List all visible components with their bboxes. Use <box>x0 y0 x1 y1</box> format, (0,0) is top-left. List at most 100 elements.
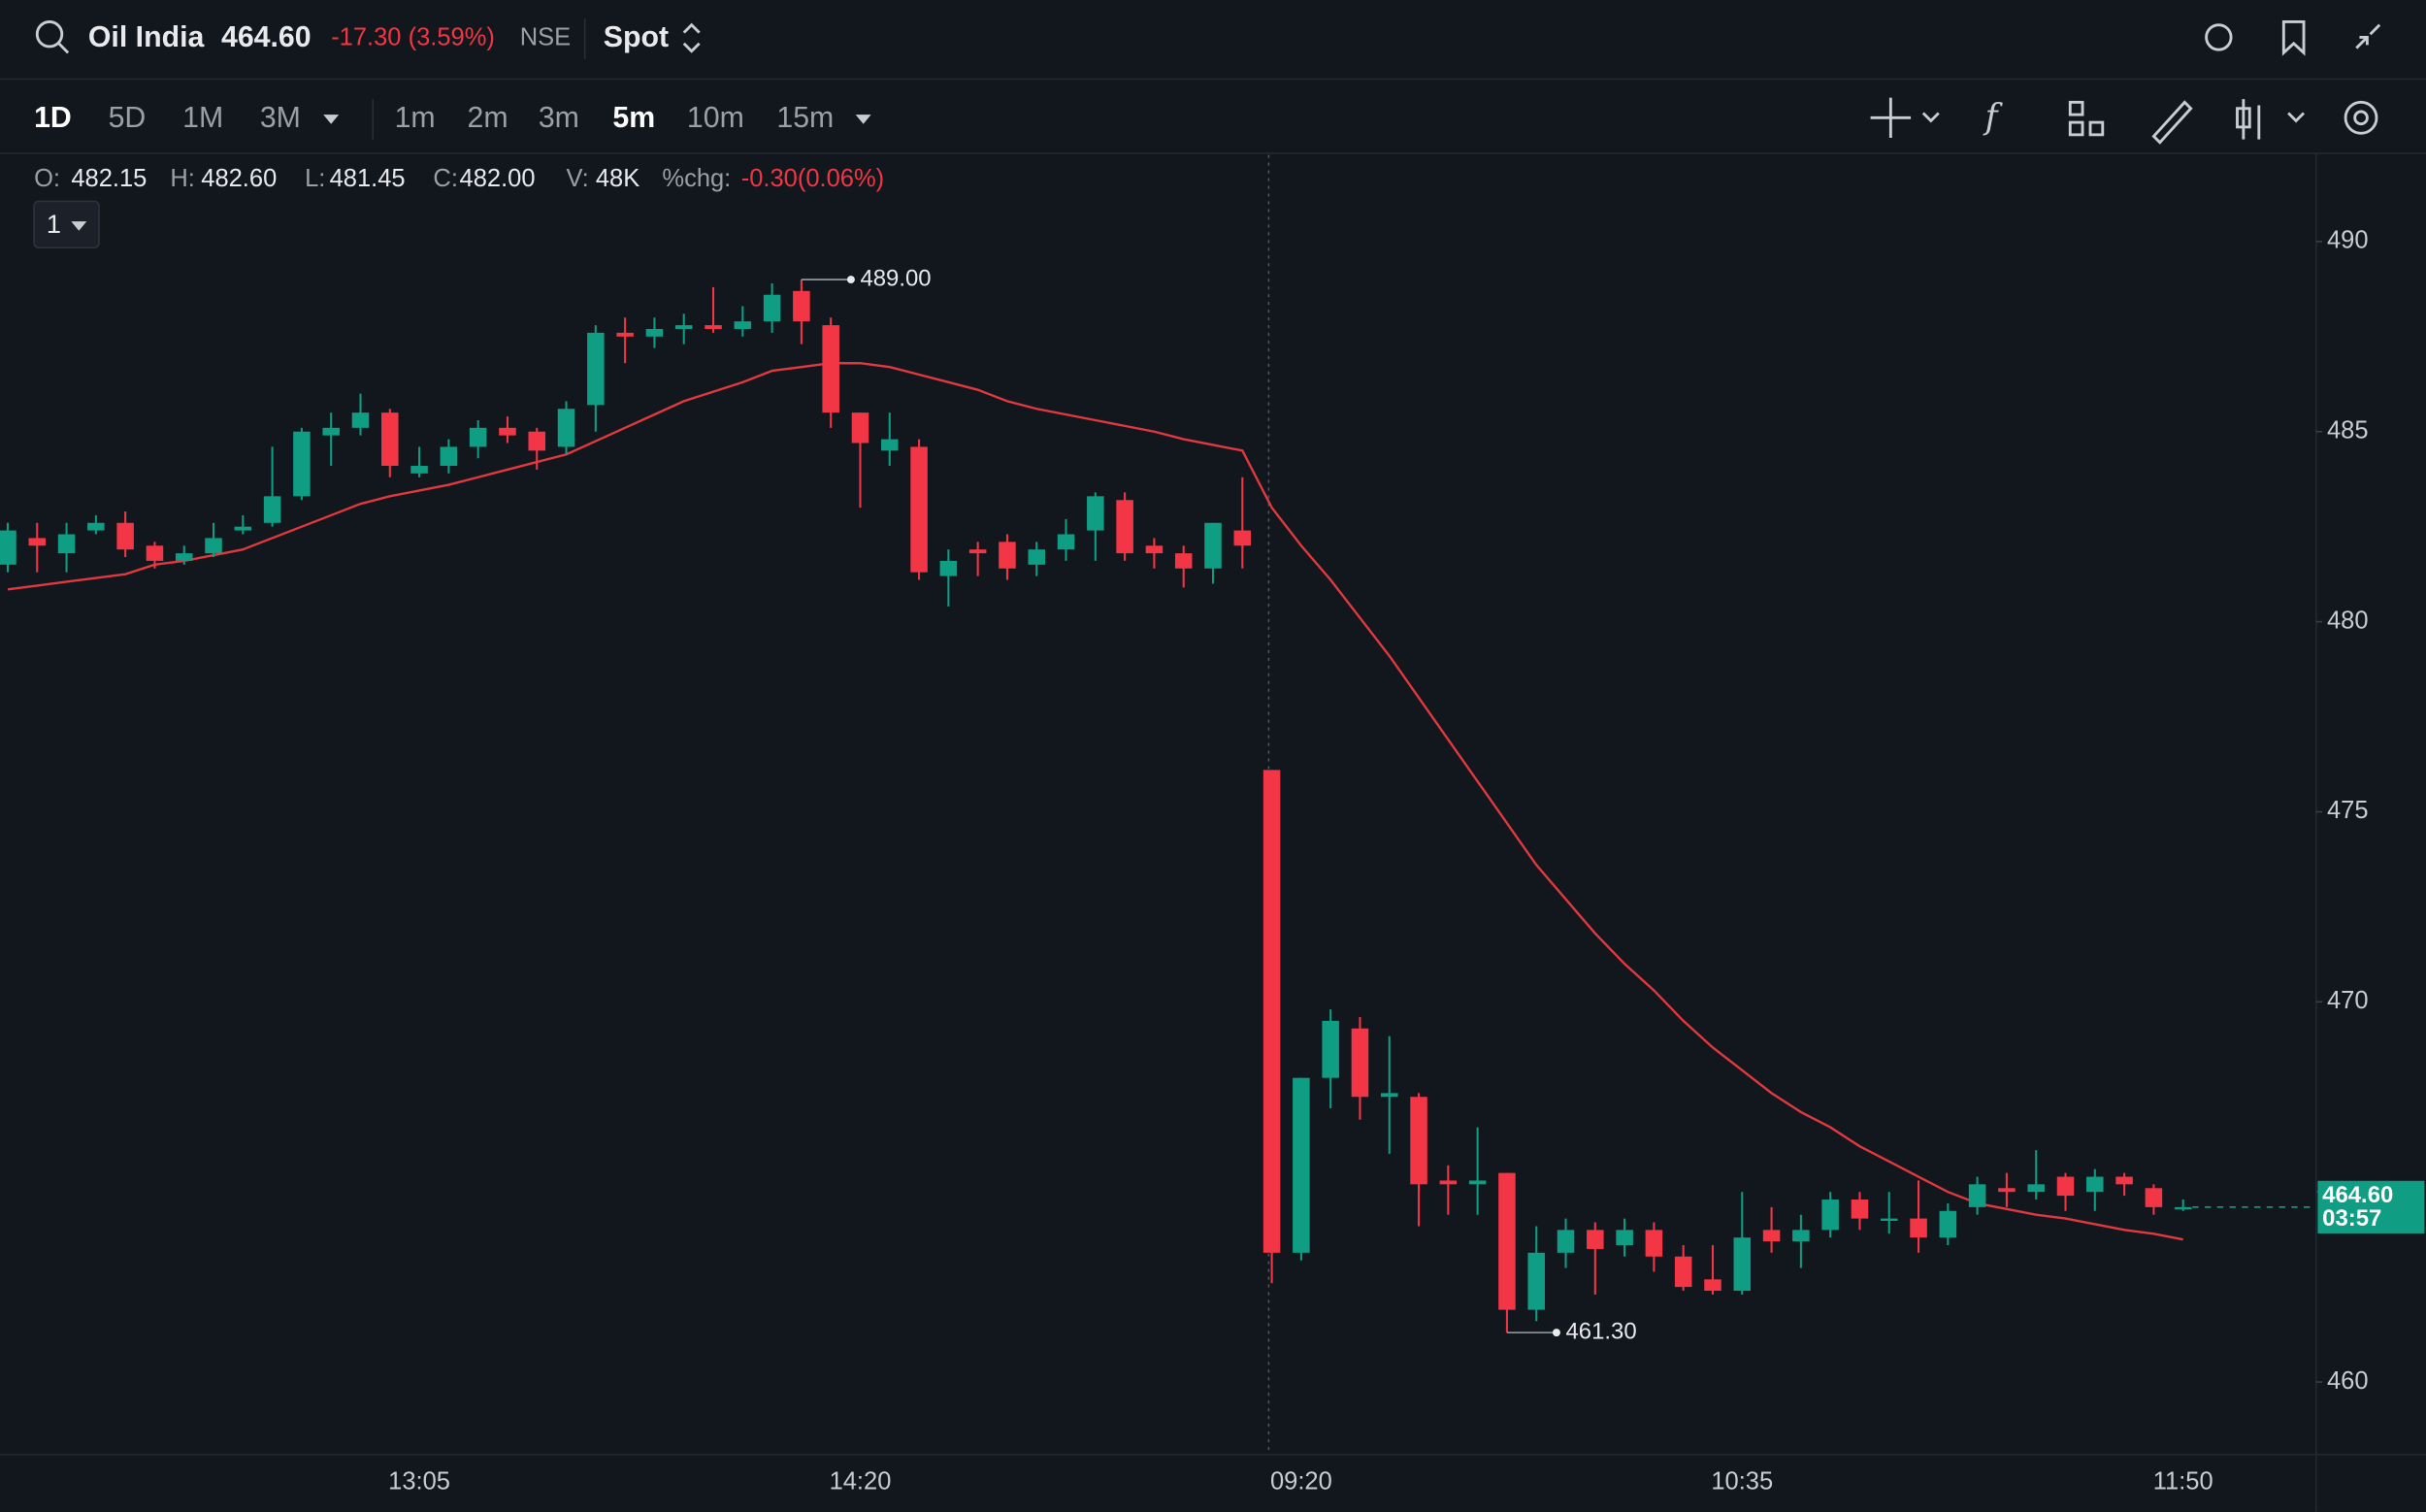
candle-body <box>1380 1093 1398 1098</box>
bookmark-icon[interactable] <box>2281 20 2306 56</box>
candle-body <box>381 412 399 467</box>
candle-body <box>0 530 16 565</box>
candle-body <box>293 431 311 497</box>
caret[interactable] <box>1921 112 1940 123</box>
candle-body <box>1293 1077 1310 1253</box>
candle-body <box>2086 1176 2104 1193</box>
candle-body <box>1910 1218 1927 1238</box>
x-tick-label: 11:50 <box>2153 1467 2213 1495</box>
moving-average-line <box>7 362 2183 1241</box>
layout-icon <box>2068 120 2084 137</box>
y-tick-label: 460 <box>2327 1367 2369 1395</box>
legend-value: 482.00 <box>460 165 536 192</box>
candle-body <box>2056 1176 2075 1197</box>
collapse-icon[interactable] <box>2355 23 2381 49</box>
candle-body <box>793 290 810 322</box>
plot: 460 470 475 480 485 490 13:05 14:20 09:20 10:35 11… <box>0 227 2369 1495</box>
search-icon[interactable] <box>35 20 64 49</box>
candle-body <box>1733 1237 1752 1292</box>
candle-body <box>1792 1230 1810 1242</box>
candle-body <box>616 332 634 337</box>
candle-body <box>1116 500 1133 554</box>
candle-body <box>499 427 516 436</box>
candle-body <box>1233 530 1252 546</box>
candle-body <box>1939 1210 1957 1238</box>
candle-body <box>1498 1172 1516 1310</box>
candle-body <box>968 549 987 554</box>
legend-key: O: <box>34 165 60 192</box>
range-button[interactable]: 5D <box>109 102 147 134</box>
caret[interactable] <box>323 115 340 124</box>
chart-type-icon[interactable] <box>2242 99 2261 140</box>
legend-key: V: <box>567 165 589 192</box>
candle-body <box>1087 496 1104 531</box>
candle-body <box>1439 1180 1458 1185</box>
settings-icon[interactable] <box>2344 100 2378 135</box>
candle-body <box>28 538 47 546</box>
candle-body <box>822 325 839 413</box>
interval-button[interactable]: 10m <box>687 102 744 134</box>
candle-body <box>263 496 281 523</box>
y-tick-label: 485 <box>2327 416 2369 444</box>
x-tick-label: 10:35 <box>1711 1467 1773 1495</box>
candle-body <box>1762 1230 1781 1242</box>
legend-key: H: <box>170 165 195 192</box>
candle-body <box>1028 549 1046 565</box>
range-button[interactable]: 1D <box>34 102 72 134</box>
interval-button[interactable]: 15m <box>776 102 834 134</box>
marker-dot <box>1552 1329 1560 1337</box>
candle-body <box>234 526 252 531</box>
candle-body <box>1262 770 1281 1253</box>
candle-body <box>881 439 899 451</box>
symbol[interactable]: Oil India <box>88 21 206 53</box>
countdown-label: 03:57 <box>2322 1205 2381 1232</box>
layout-icon[interactable] <box>2068 100 2084 116</box>
interval-button[interactable]: 5m <box>612 102 655 134</box>
candle-body <box>1998 1188 2016 1193</box>
legend-value: -0.30(0.06%) <box>741 165 884 192</box>
candle-body <box>1674 1256 1692 1288</box>
range-button[interactable]: 3M <box>260 102 301 134</box>
alarm-icon[interactable] <box>2205 23 2233 51</box>
caret[interactable] <box>855 115 871 124</box>
interval-button[interactable]: 3m <box>539 102 579 134</box>
candle-body <box>410 466 428 474</box>
candle-body <box>557 409 575 447</box>
y-tick-label: 470 <box>2327 987 2369 1014</box>
caret[interactable] <box>2287 112 2306 123</box>
candle-body <box>1821 1200 1839 1231</box>
candle-body <box>1145 545 1164 554</box>
interval-button[interactable]: 2m <box>468 102 508 134</box>
last-price-box <box>2317 1180 2425 1233</box>
candle-body <box>939 560 958 576</box>
candle-body <box>734 321 752 329</box>
mode-arrows[interactable] <box>682 22 701 53</box>
candle-body <box>2145 1188 2163 1207</box>
range-button[interactable]: 1M <box>182 102 223 134</box>
pane-selector-label: 1 <box>47 209 61 239</box>
toolbar: 1D 5D 1M 3M 1m 2m 3m 5m 10m 15m f <box>0 97 2426 154</box>
change: -17.30 (3.59%) <box>331 24 495 51</box>
caret <box>71 221 87 231</box>
candle-body <box>528 431 546 451</box>
search-icon-handle <box>57 42 70 54</box>
x-tick-label: 13:05 <box>388 1467 450 1495</box>
candle-body <box>1351 1028 1369 1098</box>
mode[interactable]: Spot <box>604 21 669 53</box>
x-tick-label: 09:20 <box>1270 1467 1332 1495</box>
candle-body <box>1704 1279 1721 1292</box>
candle-body <box>1527 1252 1545 1310</box>
legend-value: 482.15 <box>71 165 147 192</box>
crosshair-icon[interactable] <box>1870 97 1912 139</box>
interval-button[interactable]: 1m <box>395 102 436 134</box>
candle-body <box>469 427 487 447</box>
draw-icon[interactable] <box>2151 100 2193 145</box>
candle-body <box>57 534 76 554</box>
candle-body <box>1968 1184 1986 1207</box>
candle-body <box>440 446 458 467</box>
candle-body <box>1587 1230 1604 1249</box>
candle-body <box>1322 1020 1339 1078</box>
candle-body <box>1204 522 1222 569</box>
pane-selector[interactable] <box>33 200 100 249</box>
